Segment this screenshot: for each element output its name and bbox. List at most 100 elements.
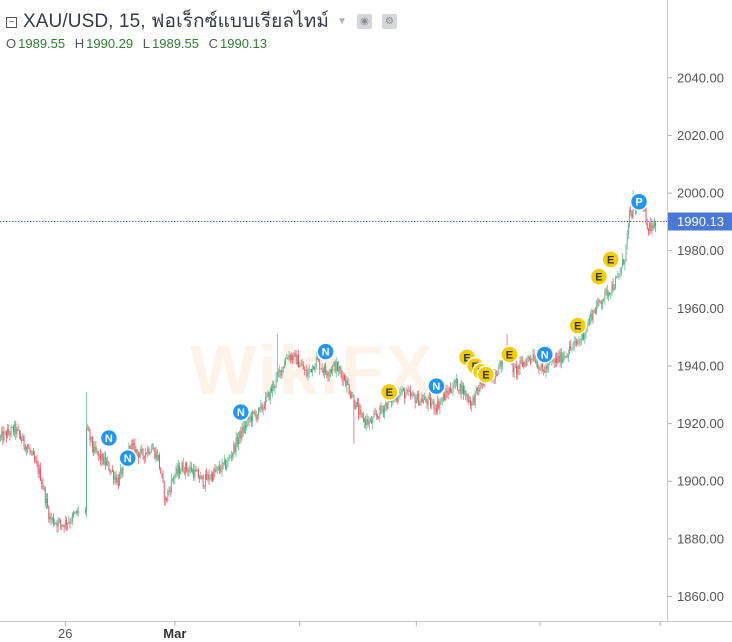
candle: [585, 329, 587, 339]
candle: [73, 510, 74, 519]
candle: [357, 397, 358, 408]
event-marker-e[interactable]: E: [476, 365, 496, 384]
candle: [136, 448, 138, 457]
candle: [120, 463, 122, 480]
candle: [197, 467, 199, 479]
x-tick-label: Mar: [163, 626, 186, 641]
candle: [206, 468, 208, 481]
candle: [233, 441, 235, 458]
candle: [499, 360, 501, 369]
candle: [291, 352, 292, 362]
candle: [442, 391, 444, 403]
candle: [91, 435, 93, 454]
candle: [7, 423, 9, 439]
candle: [50, 512, 52, 526]
candle: [70, 517, 72, 525]
candle: [285, 356, 287, 366]
candle: [282, 366, 284, 373]
candle: [346, 375, 348, 392]
candle: [623, 258, 625, 266]
event-marker-e[interactable]: E: [500, 345, 519, 364]
candle: [234, 442, 236, 455]
candle: [273, 380, 275, 392]
candle: [404, 387, 406, 405]
candle: [11, 425, 13, 429]
candle: [655, 221, 656, 233]
chevron-down-icon[interactable]: ▼: [337, 15, 347, 27]
event-marker-e[interactable]: E: [380, 382, 399, 402]
candle: [554, 352, 556, 368]
candle: [34, 450, 36, 464]
candle: [421, 394, 423, 404]
candle: [266, 392, 268, 403]
event-marker-e[interactable]: E: [601, 250, 620, 269]
candle: [586, 321, 588, 333]
event-marker-n[interactable]: N: [231, 402, 251, 422]
candle: [25, 445, 27, 456]
event-marker-e[interactable]: E: [568, 316, 587, 335]
candle: [51, 516, 53, 524]
candle: [475, 385, 477, 394]
candle: [14, 420, 16, 438]
candle: [110, 470, 112, 475]
candle: [572, 341, 574, 351]
minus-square-icon[interactable]: −: [6, 16, 17, 28]
candle: [222, 462, 224, 470]
settings-icon[interactable]: ⚙: [381, 13, 397, 29]
low-value: 1989.55: [152, 36, 199, 51]
event-marker-n[interactable]: N: [118, 448, 137, 468]
candle: [294, 350, 296, 358]
candle: [84, 507, 86, 515]
candle: [408, 388, 410, 392]
event-letter: N: [322, 347, 330, 359]
candle: [545, 361, 547, 379]
candle: [8, 424, 10, 436]
time-axis[interactable]: 26 Mar: [58, 621, 661, 641]
candle: [598, 298, 600, 307]
event-marker-n[interactable]: N: [316, 342, 335, 361]
candle: [610, 292, 612, 300]
candle: [116, 473, 118, 485]
candle: [29, 445, 31, 455]
candle: [341, 370, 343, 386]
candle: [518, 364, 520, 376]
candle: [414, 394, 416, 409]
event-marker-n[interactable]: N: [99, 428, 119, 448]
candle: [274, 385, 276, 395]
candle: [556, 352, 557, 368]
candle: [42, 478, 44, 491]
event-marker-p[interactable]: P: [629, 192, 649, 211]
candle: [103, 451, 105, 466]
candle: [368, 417, 370, 431]
candle: [371, 415, 373, 424]
event-marker-e[interactable]: E: [589, 267, 609, 286]
candle: [194, 464, 196, 481]
candle: [255, 410, 257, 422]
event-marker-n[interactable]: N: [427, 376, 446, 396]
candle: [461, 381, 463, 394]
eye-icon[interactable]: ◉: [356, 13, 372, 29]
candle: [560, 347, 562, 369]
candle: [106, 457, 107, 467]
candle: [298, 349, 299, 368]
candle: [300, 359, 302, 368]
candle: [22, 433, 24, 442]
event-letter: E: [595, 272, 602, 284]
candle: [226, 460, 228, 472]
candle: [69, 518, 71, 529]
candle: [278, 368, 279, 378]
event-marker-n[interactable]: N: [535, 345, 555, 364]
candle: [432, 398, 434, 405]
candle: [540, 362, 542, 374]
candle: [566, 353, 568, 359]
candle: [557, 352, 559, 365]
candle: [217, 465, 219, 471]
candle: [156, 448, 158, 462]
price-axis[interactable]: 2040.00 2020.00 2000.00 1980.00 1960.00 1940.…: [667, 70, 724, 604]
candle: [444, 391, 446, 402]
candle: [401, 386, 403, 396]
candle: [516, 360, 517, 380]
candle: [95, 440, 97, 454]
